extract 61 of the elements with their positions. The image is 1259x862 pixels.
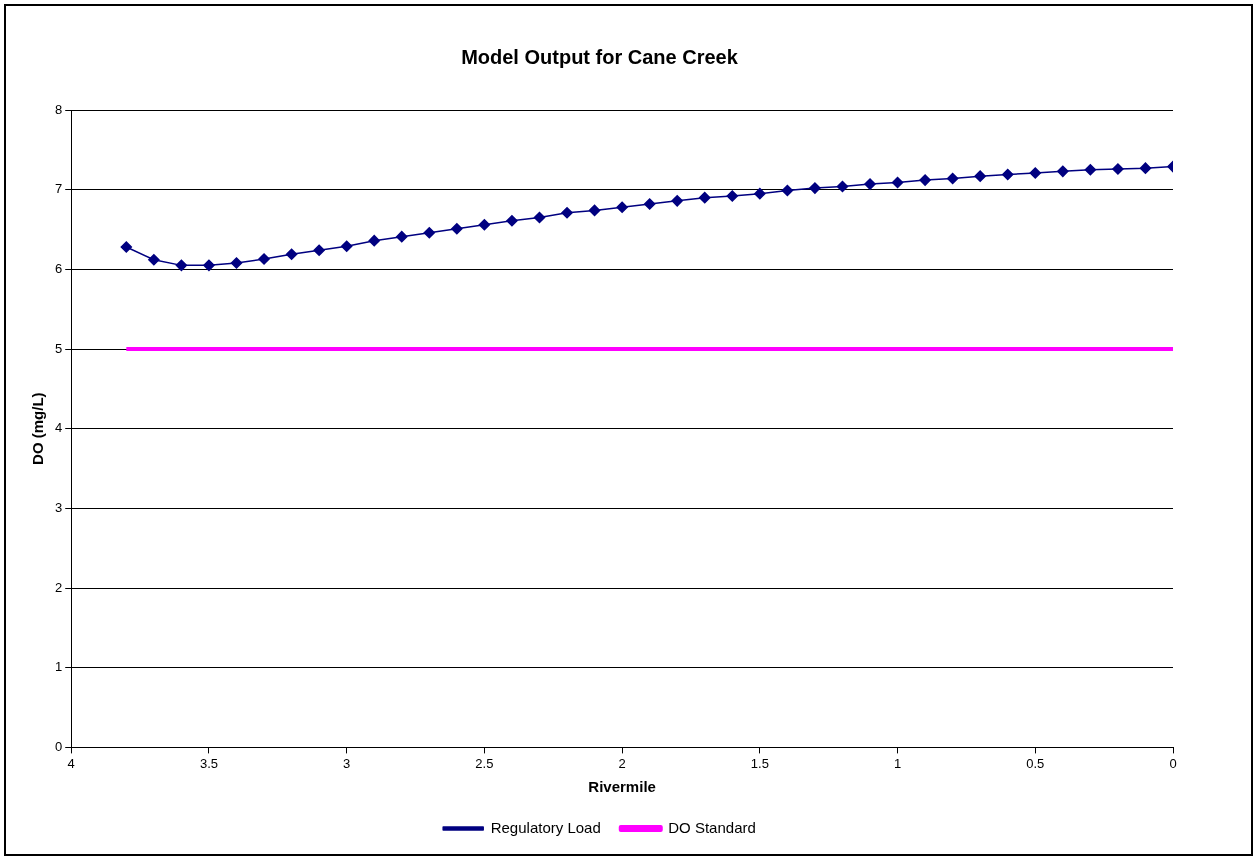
point bbox=[368, 234, 380, 247]
y-tick-label: 8 bbox=[55, 101, 63, 117]
y-tick-label: 1 bbox=[55, 659, 63, 675]
point bbox=[258, 253, 270, 265]
point bbox=[588, 204, 601, 217]
point bbox=[203, 259, 215, 272]
point bbox=[891, 176, 904, 189]
y-tick-label: 7 bbox=[55, 181, 63, 197]
y-tick-label: 3 bbox=[55, 499, 63, 515]
point bbox=[864, 178, 876, 190]
point bbox=[616, 201, 628, 213]
point bbox=[396, 230, 408, 243]
point bbox=[643, 198, 656, 210]
x-tick-label: 3 bbox=[343, 755, 351, 771]
x-tick-label: 0 bbox=[1169, 755, 1177, 771]
point bbox=[340, 240, 353, 252]
point bbox=[423, 226, 436, 239]
point bbox=[1057, 165, 1069, 178]
x-tick-label: 1 bbox=[893, 755, 902, 771]
point bbox=[148, 254, 160, 266]
point bbox=[175, 259, 188, 272]
x-tick-label: 2.5 bbox=[475, 755, 494, 771]
point bbox=[1112, 163, 1124, 175]
y-axis-title: DO (mg/L) bbox=[29, 392, 47, 465]
point bbox=[478, 218, 491, 231]
point bbox=[120, 241, 133, 253]
x-tick-label: 0.5 bbox=[1026, 755, 1045, 771]
point bbox=[671, 195, 683, 207]
point bbox=[699, 191, 711, 204]
chart-title: Model Output for Cane Creek bbox=[461, 45, 739, 68]
point bbox=[561, 207, 573, 219]
x-axis-title: Rivermile bbox=[588, 778, 656, 796]
x-tick-label: 3.5 bbox=[199, 755, 218, 771]
point bbox=[781, 184, 794, 197]
legend-label: Regulatory Load bbox=[490, 818, 601, 836]
y-tick-label: 5 bbox=[55, 340, 63, 356]
point bbox=[1084, 164, 1097, 176]
x-tick-label: 2 bbox=[618, 755, 626, 771]
point bbox=[726, 190, 739, 202]
point bbox=[1139, 162, 1152, 174]
point bbox=[974, 170, 986, 182]
point bbox=[836, 180, 849, 193]
point bbox=[285, 248, 298, 260]
y-tick-label: 0 bbox=[55, 738, 63, 754]
x-tick-label: 1.5 bbox=[750, 755, 769, 771]
point bbox=[313, 244, 325, 256]
point bbox=[809, 182, 821, 194]
point bbox=[919, 174, 931, 186]
point bbox=[754, 187, 766, 200]
legend-label: DO Standard bbox=[668, 818, 756, 836]
point bbox=[230, 257, 243, 269]
x-tick-label: 4 bbox=[67, 755, 75, 771]
point bbox=[1029, 167, 1042, 179]
y-tick-label: 6 bbox=[55, 260, 63, 276]
point bbox=[1001, 168, 1014, 181]
point bbox=[533, 211, 546, 224]
y-tick-label: 2 bbox=[55, 579, 63, 595]
point bbox=[946, 172, 959, 185]
point bbox=[506, 215, 518, 227]
y-tick-label: 4 bbox=[55, 420, 63, 436]
point bbox=[451, 222, 463, 235]
